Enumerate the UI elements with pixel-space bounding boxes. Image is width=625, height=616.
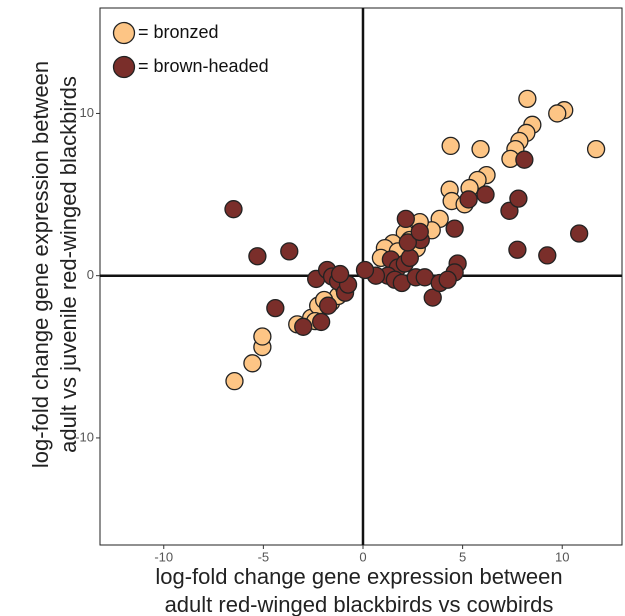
point bbox=[294, 317, 313, 336]
x-tick-label: -5 bbox=[258, 549, 270, 564]
x-tick-label: -10 bbox=[154, 549, 173, 564]
y-tick-label: 0 bbox=[87, 267, 94, 282]
point bbox=[396, 209, 415, 229]
x-tick-label: 0 bbox=[359, 549, 366, 564]
y-tick-label: 10 bbox=[80, 105, 94, 120]
point bbox=[266, 298, 285, 318]
point bbox=[515, 150, 534, 169]
x-tick-label: 10 bbox=[555, 549, 569, 564]
point bbox=[398, 233, 417, 252]
point bbox=[548, 104, 567, 123]
point bbox=[538, 246, 557, 265]
x-axis-label: adult red-winged blackbirds vs cowbirds bbox=[165, 592, 554, 616]
point bbox=[500, 201, 519, 220]
point bbox=[586, 139, 606, 159]
point bbox=[312, 312, 331, 332]
point bbox=[476, 185, 495, 204]
point bbox=[248, 247, 267, 266]
point bbox=[330, 264, 350, 284]
point bbox=[318, 296, 338, 315]
legend-label: = bronzed bbox=[138, 22, 219, 42]
point bbox=[225, 371, 244, 391]
legend-label: = brown-headed bbox=[138, 56, 269, 76]
point bbox=[253, 327, 272, 346]
point bbox=[400, 248, 419, 267]
point bbox=[509, 189, 528, 208]
legend-swatch bbox=[112, 55, 136, 79]
x-axis-label: log-fold change gene expression between bbox=[155, 564, 562, 589]
point bbox=[438, 270, 457, 289]
point bbox=[355, 260, 375, 280]
legend-swatch bbox=[112, 21, 136, 45]
point bbox=[459, 190, 478, 209]
y-axis-label: adult vs juvenile red-winged blackbirds bbox=[56, 76, 81, 453]
point bbox=[224, 200, 243, 219]
point bbox=[410, 222, 429, 242]
point bbox=[508, 240, 527, 259]
point bbox=[243, 354, 262, 373]
y-tick-label: -10 bbox=[75, 429, 94, 444]
point bbox=[518, 89, 537, 109]
y-axis-label: log-fold change gene expression between bbox=[28, 61, 53, 468]
point bbox=[423, 288, 442, 307]
x-tick-label: 5 bbox=[459, 549, 466, 564]
point bbox=[570, 224, 589, 243]
point bbox=[280, 242, 299, 261]
point bbox=[445, 219, 464, 238]
point bbox=[441, 136, 460, 156]
point bbox=[471, 139, 490, 159]
